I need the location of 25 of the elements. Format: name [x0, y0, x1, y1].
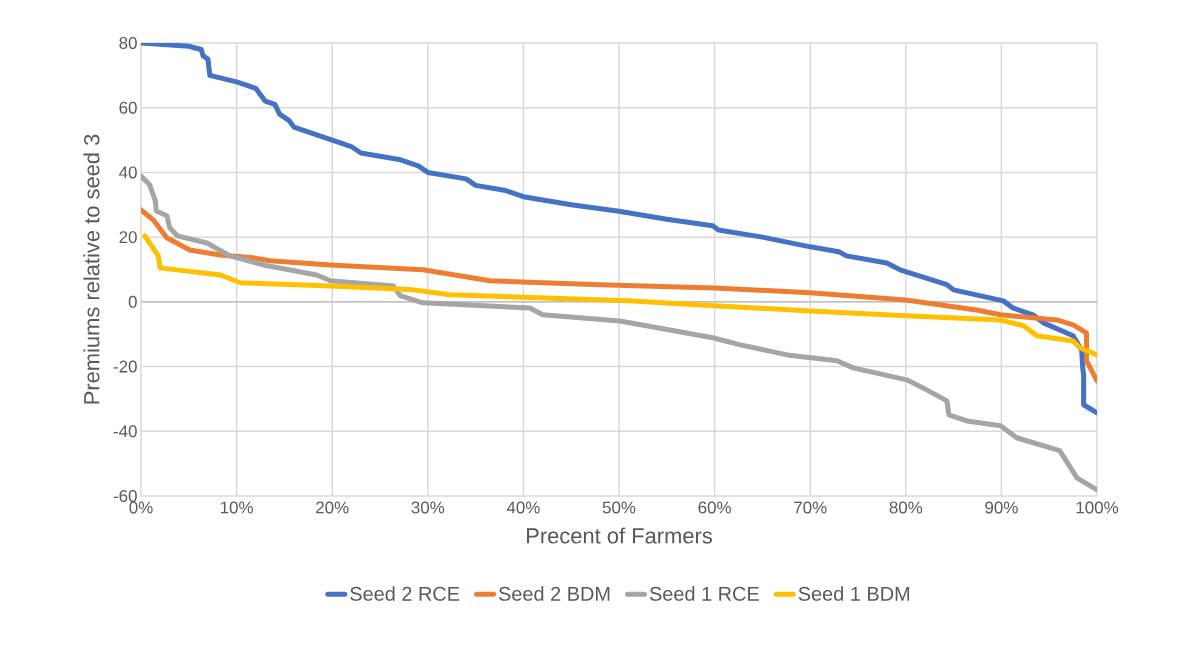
- x-tick-label: 40%: [506, 501, 540, 514]
- x-tick-label: 70%: [794, 501, 827, 514]
- x-axis-title: Precent of Farmers: [527, 527, 712, 544]
- x-tick-label: 90%: [985, 501, 1018, 514]
- y-tick-label: 40: [119, 166, 137, 179]
- x-tick-label: 50%: [602, 501, 636, 514]
- y-tick-label: 0: [128, 295, 137, 308]
- y-tick-label: -20: [113, 360, 137, 373]
- x-tick-label: 0%: [129, 501, 153, 514]
- x-tick-label: 60%: [698, 501, 731, 514]
- y-axis-title: Premiums relative to seed 3: [83, 134, 100, 404]
- legend-label: Seed 2 BDM: [498, 586, 610, 601]
- y-tick-label: 20: [119, 231, 137, 244]
- legend-label: Seed 1 BDM: [798, 586, 910, 601]
- x-tick-label: 80%: [889, 501, 923, 514]
- x-tick-label: 20%: [316, 501, 349, 514]
- legend-label: Seed 1 RCE: [649, 586, 759, 601]
- y-tick-label: 60: [119, 101, 137, 114]
- y-tick-label: -40: [113, 425, 137, 438]
- y-tick-label: 80: [119, 36, 137, 49]
- legend-label: Seed 2 RCE: [350, 586, 460, 601]
- y-tick-label: -60: [113, 489, 137, 502]
- x-tick-label: 30%: [411, 501, 445, 514]
- x-tick-label: 100%: [1076, 501, 1119, 514]
- x-tick-label: 10%: [220, 501, 253, 514]
